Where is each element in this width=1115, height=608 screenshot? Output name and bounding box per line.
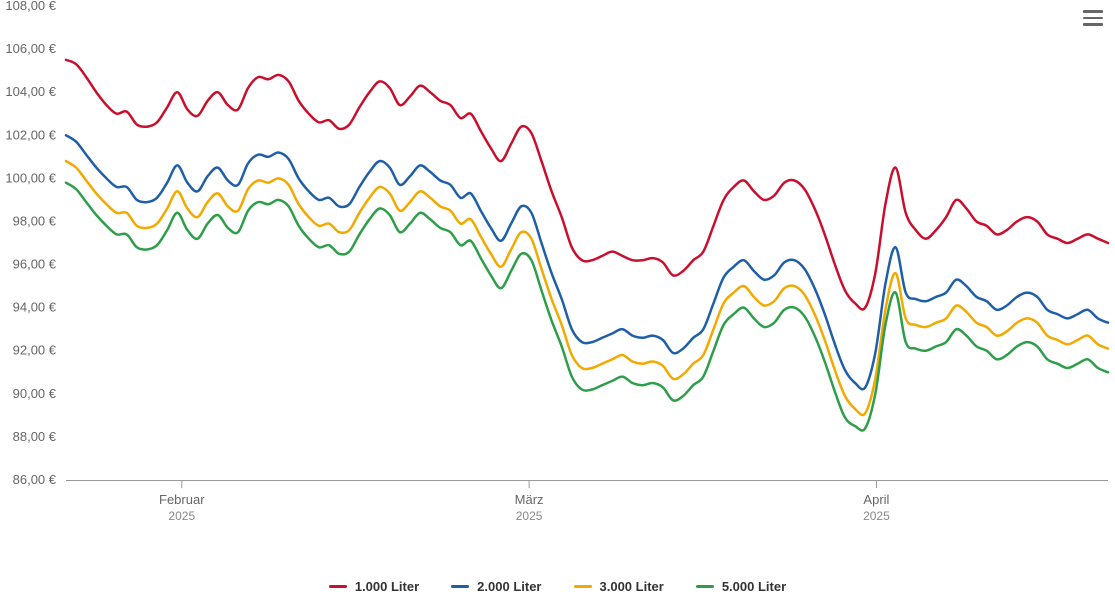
y-tick-label: 102,00 € [5,127,56,142]
price-line-chart: 86,00 € 88,00 € 90,00 € 92,00 € 94,00 € 96,00… [0,0,1115,560]
legend-swatch [451,585,469,588]
x-tick-label: Februar [159,492,205,507]
y-tick-label: 98,00 € [13,213,57,228]
y-tick: 94,00 € [13,300,57,315]
x-tick-label: März [515,492,544,507]
y-tick: 86,00 € [13,472,57,487]
legend-label: 1.000 Liter [355,579,419,594]
series-s5000 [66,183,1108,431]
legend-swatch [329,585,347,588]
legend-swatch [696,585,714,588]
y-tick: 108,00 € [5,0,56,13]
x-tick-sublabel: 2025 [863,509,890,523]
chart-menu-button[interactable] [1081,6,1105,28]
series-s1000 [66,60,1108,310]
x-tick-sublabel: 2025 [168,509,195,523]
y-tick-label: 100,00 € [5,170,56,185]
legend-swatch [574,585,592,588]
legend-item-s3000[interactable]: 3.000 Liter [574,579,664,594]
x-tick-label: April [863,492,889,507]
legend-label: 3.000 Liter [600,579,664,594]
y-tick: 98,00 € [13,213,57,228]
y-tick-label: 88,00 € [13,429,57,444]
y-tick-label: 96,00 € [13,257,57,272]
x-tick: April 2025 [863,480,890,523]
legend-item-s2000[interactable]: 2.000 Liter [451,579,541,594]
y-tick-label: 108,00 € [5,0,56,13]
y-tick: 88,00 € [13,429,57,444]
legend-label: 2.000 Liter [477,579,541,594]
x-tick: Februar 2025 [159,480,205,523]
y-tick: 90,00 € [13,386,57,401]
legend: 1.000 Liter 2.000 Liter 3.000 Liter 5.000 L… [0,576,1115,594]
y-tick: 92,00 € [13,343,57,358]
y-tick-label: 86,00 € [13,472,57,487]
x-tick: März 2025 [515,480,544,523]
legend-item-s5000[interactable]: 5.000 Liter [696,579,786,594]
y-tick: 104,00 € [5,84,56,99]
x-tick-sublabel: 2025 [516,509,543,523]
series-s3000 [66,161,1108,415]
y-tick: 96,00 € [13,257,57,272]
y-tick: 102,00 € [5,127,56,142]
y-tick-label: 104,00 € [5,84,56,99]
y-tick-label: 92,00 € [13,343,57,358]
legend-item-s1000[interactable]: 1.000 Liter [329,579,419,594]
legend-label: 5.000 Liter [722,579,786,594]
y-tick: 100,00 € [5,170,56,185]
y-tick: 106,00 € [5,41,56,56]
y-tick-label: 106,00 € [5,41,56,56]
y-tick-label: 90,00 € [13,386,57,401]
y-tick-label: 94,00 € [13,300,57,315]
